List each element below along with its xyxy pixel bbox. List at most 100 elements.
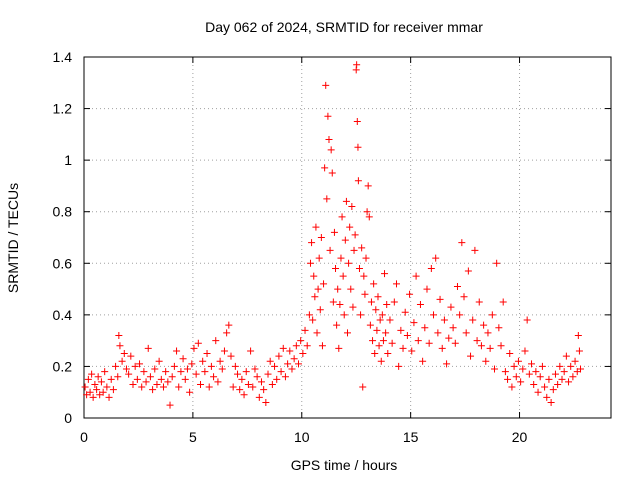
- data-point: [336, 301, 344, 309]
- data-point: [229, 383, 237, 391]
- data-point: [504, 375, 512, 383]
- data-point: [541, 383, 549, 391]
- data-point: [372, 306, 380, 314]
- data-point: [318, 342, 326, 350]
- data-point: [299, 350, 307, 358]
- data-point: [554, 380, 562, 388]
- data-point: [569, 373, 577, 381]
- data-point: [410, 319, 418, 327]
- data-point: [192, 370, 200, 378]
- data-point: [181, 375, 189, 383]
- data-point: [510, 362, 518, 370]
- data-point: [116, 342, 124, 350]
- data-point: [242, 368, 250, 376]
- data-point: [565, 378, 573, 386]
- data-point: [506, 350, 514, 358]
- data-point: [438, 344, 446, 352]
- data-point: [168, 373, 176, 381]
- data-point: [173, 347, 181, 355]
- data-point: [244, 380, 252, 388]
- data-point: [462, 329, 470, 337]
- data-point: [436, 295, 444, 303]
- data-point: [384, 350, 392, 358]
- data-point: [115, 331, 123, 339]
- data-point: [295, 360, 303, 368]
- data-point: [556, 362, 564, 370]
- data-point: [560, 368, 568, 376]
- data-point: [562, 352, 570, 360]
- data-point: [344, 329, 351, 337]
- data-point: [355, 264, 363, 272]
- data-point: [571, 357, 579, 365]
- data-point: [201, 368, 209, 376]
- data-point: [353, 61, 361, 69]
- data-point: [574, 331, 582, 339]
- y-tick-label: 0.2: [53, 358, 73, 374]
- data-point: [151, 365, 159, 373]
- data-point: [203, 350, 211, 358]
- data-point: [334, 285, 342, 293]
- x-tick-label: 20: [512, 429, 528, 445]
- data-point: [499, 298, 507, 306]
- data-point: [374, 293, 382, 301]
- data-point: [342, 197, 350, 205]
- data-point: [107, 375, 115, 383]
- data-point: [320, 280, 328, 288]
- data-point: [286, 347, 294, 355]
- data-point: [354, 143, 362, 151]
- data-point: [275, 352, 283, 360]
- data-point: [425, 339, 433, 347]
- data-point: [354, 177, 362, 185]
- data-point: [337, 254, 345, 262]
- data-point: [445, 334, 453, 342]
- data-point: [408, 347, 416, 355]
- data-point: [475, 298, 483, 306]
- data-point: [434, 329, 442, 337]
- data-point: [271, 362, 279, 370]
- data-point: [395, 362, 403, 370]
- data-point: [543, 393, 551, 401]
- data-point: [188, 360, 196, 368]
- data-point: [89, 393, 97, 401]
- data-point: [397, 326, 405, 334]
- data-point: [375, 342, 383, 350]
- x-axis-label: GPS time / hours: [291, 457, 398, 473]
- data-point: [207, 362, 215, 370]
- data-point: [523, 316, 531, 324]
- data-point: [497, 342, 505, 350]
- data-point: [292, 342, 300, 350]
- data-point: [257, 378, 265, 386]
- data-point: [105, 393, 113, 401]
- data-point: [421, 324, 429, 332]
- data-point: [306, 259, 314, 267]
- data-point: [103, 383, 111, 391]
- data-point: [528, 360, 536, 368]
- data-point: [451, 339, 459, 347]
- data-point: [101, 368, 109, 376]
- data-point: [367, 298, 375, 306]
- data-point: [197, 380, 205, 388]
- data-point: [477, 342, 485, 350]
- data-point: [81, 383, 89, 391]
- data-point: [164, 378, 172, 386]
- data-point: [205, 383, 213, 391]
- data-point: [166, 401, 174, 409]
- y-tick-label: 0.6: [53, 255, 73, 271]
- data-point: [495, 324, 503, 332]
- data-point: [249, 383, 257, 391]
- data-point: [377, 357, 385, 365]
- x-tick-label: 10: [294, 429, 310, 445]
- data-point: [142, 378, 150, 386]
- data-point: [212, 337, 220, 345]
- data-point: [109, 386, 117, 394]
- data-point: [118, 357, 126, 365]
- data-point: [525, 370, 533, 378]
- y-tick-label: 0: [64, 410, 72, 426]
- data-point: [567, 362, 575, 370]
- data-point: [315, 254, 323, 262]
- data-point: [501, 368, 509, 376]
- data-point: [371, 350, 379, 358]
- data-point: [369, 337, 377, 345]
- data-point: [482, 357, 490, 365]
- data-point: [449, 324, 457, 332]
